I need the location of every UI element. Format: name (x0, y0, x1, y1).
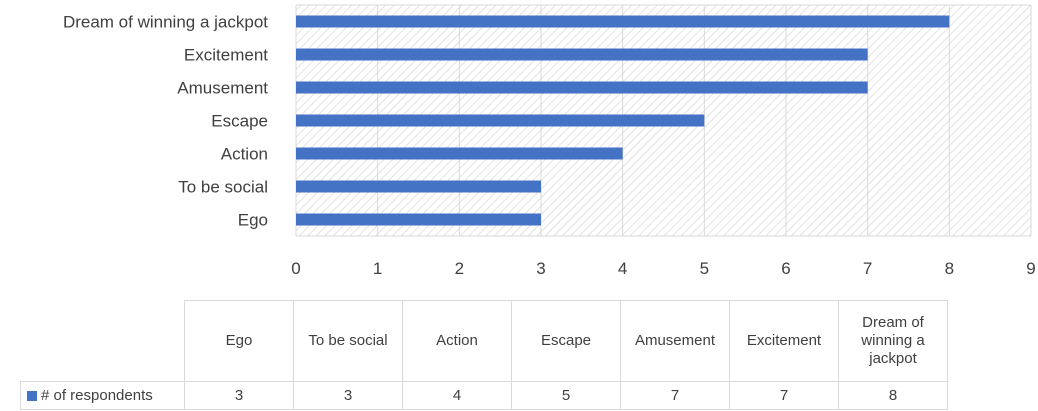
category-label: To be social (178, 178, 268, 197)
gridlines (295, 4, 1032, 237)
category-label: Excitement (184, 46, 268, 65)
x-tick-label: 5 (700, 259, 709, 278)
value-axis-tick-labels: 0 1 2 3 4 5 6 7 8 9 (291, 259, 1035, 278)
bar (296, 114, 705, 127)
data-table-header-cell: Escape (511, 300, 621, 382)
data-table-value-cell: 3 (184, 381, 294, 410)
bar-series (296, 15, 950, 226)
bar (296, 48, 868, 61)
bar (296, 147, 623, 160)
x-tick-label: 3 (536, 259, 545, 278)
bar (296, 213, 541, 226)
bar (296, 81, 868, 94)
x-tick-label: 6 (781, 259, 790, 278)
x-tick-label: 0 (291, 259, 300, 278)
bar (296, 180, 541, 193)
data-table-corner (20, 300, 185, 382)
bar-chart: Ego To be social Action Escape Amusement Exci… (63, 4, 1036, 278)
data-table-header-cell: To be social (293, 300, 403, 382)
category-axis-labels: Ego To be social Action Escape Amusement Exci… (63, 13, 268, 230)
data-table-series-label: # of respondents (41, 386, 153, 404)
data-table-value-cell: 5 (511, 381, 621, 410)
data-table-header-cell: Excitement (729, 300, 839, 382)
data-table-value-cell: 7 (620, 381, 730, 410)
legend-key-swatch (27, 390, 37, 401)
data-table-value-cell: 4 (402, 381, 512, 410)
x-tick-label: 8 (945, 259, 954, 278)
category-label: Action (221, 145, 268, 164)
chart-data-table: Ego To be social Action Escape Amusement… (20, 300, 948, 410)
bar (296, 15, 950, 28)
data-table-header-cell: Action (402, 300, 512, 382)
x-tick-label: 2 (455, 259, 464, 278)
category-label: Amusement (177, 79, 268, 98)
data-table-series-cell: # of respondents (20, 381, 185, 410)
x-tick-label: 4 (618, 259, 627, 278)
data-table-header-cell: Amusement (620, 300, 730, 382)
x-tick-label: 9 (1026, 259, 1035, 278)
category-label: Ego (238, 211, 268, 230)
category-label: Dream of winning a jackpot (63, 13, 268, 32)
data-table-header-cell: Dream of winning a jackpot (838, 300, 948, 382)
data-table-value-row: # of respondents 3 3 4 5 7 7 8 (20, 381, 948, 410)
data-table-header-row: Ego To be social Action Escape Amusement… (20, 300, 948, 382)
data-table-header-cell: Ego (184, 300, 294, 382)
category-label: Escape (211, 112, 268, 131)
data-table-value-cell: 8 (838, 381, 948, 410)
x-tick-label: 1 (373, 259, 382, 278)
x-tick-label: 7 (863, 259, 872, 278)
data-table-value-cell: 3 (293, 381, 403, 410)
data-table-value-cell: 7 (729, 381, 839, 410)
